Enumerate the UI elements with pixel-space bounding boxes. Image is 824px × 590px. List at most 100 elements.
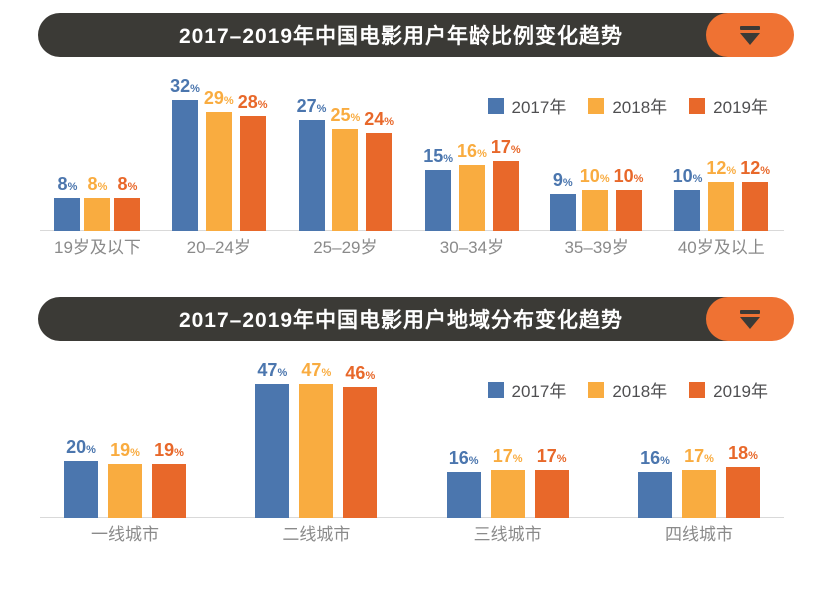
legend-item: 2017年 — [487, 377, 566, 402]
bar — [637, 472, 672, 518]
bar — [708, 182, 735, 231]
bar-value-label: 12% — [740, 159, 770, 178]
bar-value-unit: % — [277, 367, 288, 379]
legend-item: 2019年 — [689, 93, 768, 118]
bar — [343, 387, 378, 518]
triangle-down-icon — [740, 25, 760, 30]
bar-column: 8% — [84, 175, 111, 231]
bar-value-number: 12 — [706, 158, 727, 178]
x-axis-line — [40, 230, 784, 231]
region-chart-header: 2017–2019年中国电影用户地域分布变化趋势 — [38, 297, 794, 341]
bar-value-unit: % — [692, 173, 703, 185]
bar-column: 46% — [343, 364, 378, 518]
bar — [534, 470, 569, 518]
bar-column: 17% — [534, 447, 569, 518]
bar — [171, 100, 198, 231]
bar-value-unit: % — [633, 173, 644, 185]
legend-swatch — [588, 381, 605, 398]
bar-value-label: 17% — [684, 447, 714, 466]
bar-value-label: 9% — [553, 171, 573, 190]
triangle-down-icon — [740, 32, 760, 45]
bar-value-number: 10 — [613, 166, 634, 186]
bar — [114, 198, 141, 231]
age-distribution-panel: 2017–2019年中国电影用户年龄比例变化趋势 2017年 2018年 2019年… — [0, 13, 824, 257]
age-chart-collapse-button[interactable] — [706, 13, 794, 57]
bar — [581, 190, 608, 231]
bar-value-number: 27 — [296, 96, 317, 116]
bar-value-number: 17 — [492, 446, 513, 466]
bar-group: 10% 12% 12% 40岁及以上 — [673, 159, 770, 257]
bar-value-unit: % — [510, 144, 521, 156]
bar-cluster: 8% 8% 8% — [54, 174, 141, 231]
triangle-down-icon — [740, 316, 760, 329]
bar-value-number: 9 — [552, 170, 563, 190]
bar-value-unit: % — [599, 173, 610, 185]
bar-value-label: 25% — [330, 106, 360, 125]
bar-value-label: 32% — [170, 77, 200, 96]
bar-column: 10% — [673, 167, 703, 231]
bar — [108, 464, 142, 518]
bar-value-number: 47 — [257, 360, 278, 380]
bar-column: 27% — [296, 96, 326, 231]
category-label: 25–29岁 — [313, 238, 378, 257]
legend-swatch — [588, 97, 605, 114]
category-label: 40岁及以上 — [677, 238, 765, 257]
category-label: 19岁及以下 — [54, 238, 141, 257]
bar-value-label: 19% — [154, 441, 184, 460]
bar-group: 16% 17% 17% 三线城市 — [446, 446, 569, 544]
bar-value-number: 19 — [110, 440, 131, 460]
category-label: 35–39岁 — [564, 238, 629, 257]
bar-value-number: 29 — [203, 88, 224, 108]
region-distribution-panel: 2017–2019年中国电影用户地域分布变化趋势 2017年 2018年 2019年… — [0, 297, 824, 544]
bar-value-unit: % — [748, 450, 758, 462]
bar — [239, 116, 266, 231]
bar — [446, 472, 481, 518]
legend: 2017年 2018年 2019年 — [487, 93, 768, 118]
bar-value-label: 10% — [614, 167, 644, 186]
bar-column: 16% — [446, 448, 481, 518]
bar-value-label: 16% — [640, 449, 670, 468]
bar-value-unit: % — [257, 99, 268, 111]
bar-value-label: 10% — [673, 167, 703, 186]
legend-swatch — [689, 381, 706, 398]
bar — [84, 198, 111, 231]
bar-value-unit: % — [562, 177, 573, 189]
bar-column: 12% — [740, 159, 770, 231]
bar-value-label: 8% — [118, 175, 138, 194]
bar-group: 15% 16% 17% 30–34岁 — [423, 138, 520, 257]
bar — [332, 129, 359, 231]
legend-item: 2018年 — [588, 93, 667, 118]
bar — [205, 112, 232, 231]
legend-swatch — [487, 381, 504, 398]
bar-value-unit: % — [190, 83, 200, 95]
age-bar-chart: 2017年 2018年 2019年 8% 8% 8% 19岁及以下 32% 29% 28% 20–… — [40, 57, 784, 257]
category-label: 四线城市 — [664, 525, 733, 544]
bar-value-number: 25 — [330, 105, 351, 125]
bar — [742, 182, 769, 231]
legend-label: 2019年 — [713, 98, 768, 117]
bar-value-label: 19% — [110, 441, 140, 460]
bar-value-number: 12 — [740, 158, 761, 178]
bar-column: 17% — [491, 138, 521, 231]
bar — [299, 384, 334, 518]
bar-value-unit: % — [704, 453, 714, 465]
bar-value-label: 29% — [204, 89, 234, 108]
category-label: 二线城市 — [282, 525, 351, 544]
bar — [255, 384, 290, 518]
bar-cluster: 10% 12% 12% — [673, 159, 770, 231]
bar-groups: 8% 8% 8% 19岁及以下 32% 29% 28% 20–24岁 27% 25% 24% 25–2… — [40, 77, 784, 257]
bar-value-number: 20 — [66, 437, 87, 457]
bar-value-number: 18 — [728, 443, 749, 463]
bar-value-unit: % — [477, 148, 487, 160]
bar-value-number: 8 — [57, 174, 68, 194]
region-chart-collapse-button[interactable] — [706, 297, 794, 341]
bar-value-number: 10 — [579, 166, 600, 186]
legend-item: 2017年 — [487, 93, 566, 118]
x-axis-line — [40, 517, 784, 518]
bar-value-number: 16 — [448, 448, 469, 468]
bar-group: 32% 29% 28% 20–24岁 — [170, 77, 267, 257]
category-label: 30–34岁 — [439, 238, 505, 257]
bar — [674, 190, 701, 231]
bar — [492, 161, 519, 231]
bar-value-unit: % — [130, 447, 140, 459]
